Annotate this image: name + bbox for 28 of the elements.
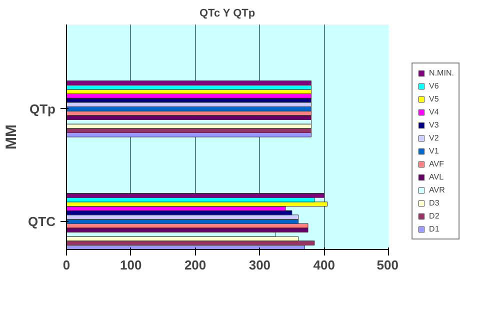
legend-label: V1 xyxy=(429,146,440,155)
y-tick-label: QTp xyxy=(30,101,56,116)
bar xyxy=(66,132,312,138)
legend-label: D2 xyxy=(429,211,440,220)
legend-label: AVL xyxy=(429,172,445,181)
legend-label: AVF xyxy=(429,159,446,168)
bar xyxy=(66,80,312,86)
legend-label: D3 xyxy=(429,198,440,207)
legend-label: D1 xyxy=(429,224,440,233)
bar xyxy=(66,106,312,112)
legend-label: V3 xyxy=(429,120,440,129)
x-tick-label: 400 xyxy=(313,258,335,272)
x-tick-label: 200 xyxy=(184,258,206,272)
x-tick-label: 500 xyxy=(376,258,399,272)
x-tick-label: 100 xyxy=(120,258,142,272)
legend-label: V5 xyxy=(429,94,440,103)
x-tick-label: 0 xyxy=(62,258,70,272)
chart-title: QTc Y QTp xyxy=(199,8,256,20)
bar xyxy=(66,93,312,98)
x-tick-label: 300 xyxy=(248,258,271,272)
legend-label: V6 xyxy=(429,81,440,90)
legend-label: AVR xyxy=(429,185,446,194)
y-tick-label: QTC xyxy=(28,214,56,229)
y-axis-title: MM xyxy=(3,124,20,150)
bar xyxy=(66,193,324,198)
legend-label: N.MIN. xyxy=(429,68,454,77)
legend-label: V4 xyxy=(429,107,440,116)
legend-label: V2 xyxy=(429,133,440,142)
